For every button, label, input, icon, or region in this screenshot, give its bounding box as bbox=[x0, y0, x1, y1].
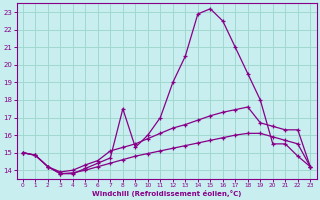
X-axis label: Windchill (Refroidissement éolien,°C): Windchill (Refroidissement éolien,°C) bbox=[92, 190, 241, 197]
